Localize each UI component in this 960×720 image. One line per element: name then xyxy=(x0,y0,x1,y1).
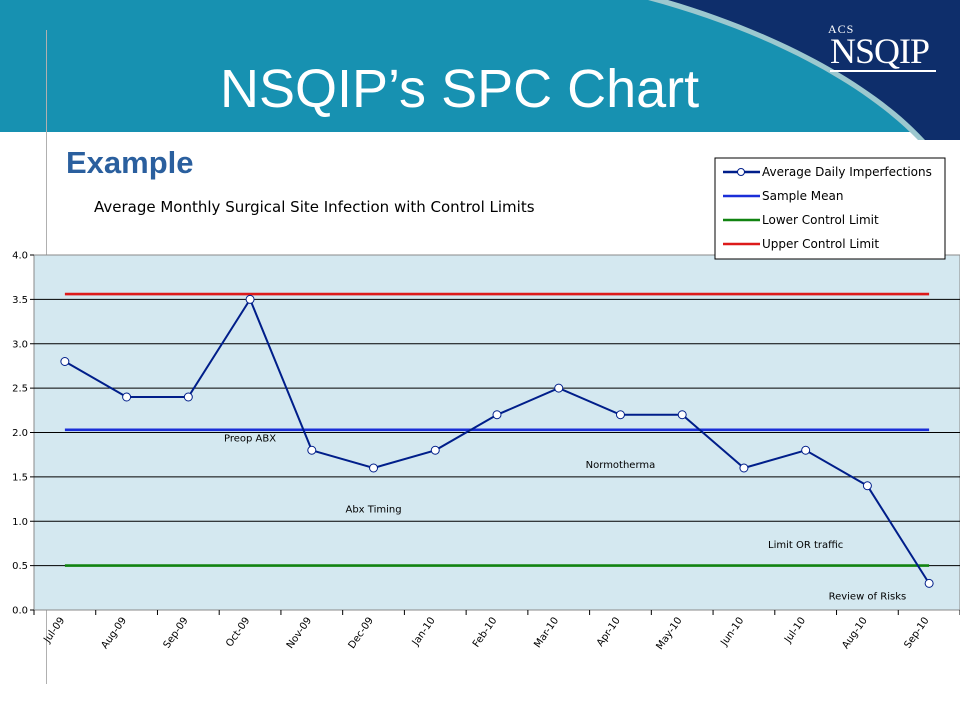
data-point xyxy=(369,463,379,473)
x-tick-label: Sep-09 xyxy=(162,615,191,650)
data-point xyxy=(492,410,502,420)
acs-nsqip-logo: ACS NSQIP xyxy=(828,22,940,72)
x-tick-label: Jan-10 xyxy=(410,615,438,648)
x-tick-label: May-10 xyxy=(655,615,685,651)
x-tick-label: Jul-09 xyxy=(41,615,67,645)
y-tick-label: 2.0 xyxy=(12,428,28,439)
x-tick-label: Nov-09 xyxy=(285,615,314,650)
legend-label: Sample Mean xyxy=(762,189,844,203)
legend-label: Lower Control Limit xyxy=(762,213,879,227)
x-tick-label: Mar-10 xyxy=(532,615,561,650)
annotation-label: Review of Risks xyxy=(829,591,907,602)
data-point xyxy=(183,392,193,402)
chart-title: Average Monthly Surgical Site Infection … xyxy=(94,198,535,216)
annotation-label: Limit OR traffic xyxy=(768,540,843,551)
x-tick-label: Aug-09 xyxy=(99,615,129,651)
y-tick-label: 3.5 xyxy=(12,295,28,306)
y-tick-label: 0.5 xyxy=(12,561,28,572)
y-tick-label: 1.0 xyxy=(12,517,28,528)
data-point xyxy=(615,410,625,420)
legend-label: Upper Control Limit xyxy=(762,237,879,251)
legend-label: Average Daily Imperfections xyxy=(762,165,932,179)
annotation-label: Normotherma xyxy=(586,460,656,471)
data-point xyxy=(924,578,934,588)
x-tick-label: Jun-10 xyxy=(718,615,746,648)
x-tick-label: Jul-10 xyxy=(782,615,808,645)
header-navy-corner xyxy=(668,0,960,140)
annotation-label: Preop ABX xyxy=(224,433,276,444)
annotation-label: Abx Timing xyxy=(345,504,401,515)
logo-acs-text: ACS xyxy=(828,22,855,36)
logo-underline xyxy=(830,70,936,72)
data-point xyxy=(60,357,70,366)
data-point xyxy=(307,445,317,455)
data-point xyxy=(677,410,687,420)
data-point xyxy=(245,294,255,304)
x-tick-label: Sep-10 xyxy=(902,615,931,650)
y-tick-label: 2.5 xyxy=(12,384,28,395)
x-tick-label: Dec-09 xyxy=(347,615,376,651)
x-tick-label: Oct-09 xyxy=(224,615,252,649)
x-tick-label: Feb-10 xyxy=(471,615,500,649)
data-point xyxy=(739,463,749,473)
data-point xyxy=(862,481,872,491)
logo-nsqip-text: NSQIP xyxy=(830,31,930,71)
header-banner xyxy=(0,0,960,140)
x-tick-label: Apr-10 xyxy=(595,615,623,648)
y-tick-label: 4.0 xyxy=(12,251,28,262)
legend-marker xyxy=(737,168,745,176)
data-point xyxy=(554,383,564,393)
slide-title: NSQIP’s SPC Chart xyxy=(220,59,700,119)
data-point xyxy=(801,445,811,455)
x-tick-label: Aug-10 xyxy=(840,615,870,651)
legend-box xyxy=(714,157,946,260)
slide-subtitle: Example xyxy=(66,145,194,180)
data-point xyxy=(430,445,440,455)
y-tick-label: 3.0 xyxy=(12,339,28,350)
y-tick-label: 1.5 xyxy=(12,472,28,483)
data-point xyxy=(122,392,132,402)
y-tick-label: 0.0 xyxy=(12,606,28,617)
